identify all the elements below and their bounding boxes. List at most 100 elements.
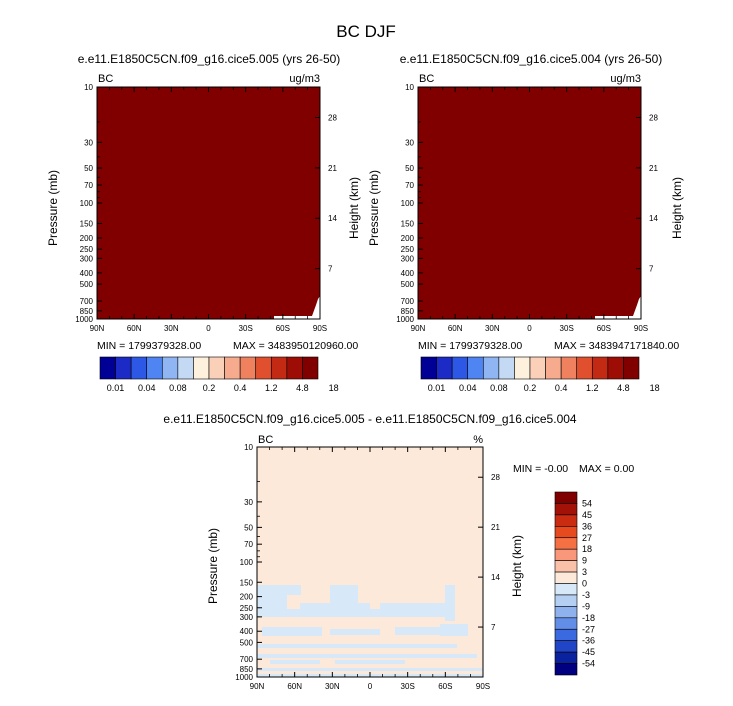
colorbar-label: 4.8 — [296, 383, 309, 393]
y-tick-label: 50 — [244, 523, 253, 532]
y-tick-label: 100 — [401, 199, 415, 208]
colorbar-label: 0 — [582, 579, 587, 589]
colorbar-label: 1.2 — [265, 383, 278, 393]
colorbar-swatch — [270, 356, 288, 380]
bc-field-plot — [418, 87, 641, 319]
right-tick-label: 28 — [649, 113, 658, 122]
max-label: MAX = 3483950120960.00 — [233, 340, 358, 352]
y-tick-label: 1000 — [396, 315, 414, 324]
colorbar-swatch — [286, 356, 303, 380]
y-tick-label: 850 — [401, 307, 415, 316]
colorbar-swatch — [554, 503, 578, 516]
min-label: MIN = 1799379328.00 — [97, 340, 201, 352]
x-tick-label: 90N — [250, 682, 265, 691]
colorbar-swatch — [554, 571, 578, 584]
colorbar-swatch — [554, 537, 578, 550]
right-axis-title: Height (km) — [670, 177, 684, 239]
x-tick-label: 30S — [239, 324, 253, 333]
y-axis-title: Pressure (mb) — [206, 528, 220, 604]
colorbar-swatch — [436, 356, 453, 380]
colorbar-swatch — [482, 356, 500, 380]
colorbar-label: 0.01 — [107, 383, 125, 393]
figure-title: BC DJF — [336, 22, 396, 41]
right-tick-label: 7 — [491, 623, 496, 632]
colorbar-label: -36 — [582, 636, 595, 646]
x-tick-label: 90S — [313, 324, 327, 333]
y-tick-label: 200 — [80, 234, 94, 243]
colorbar-swatch — [451, 356, 469, 380]
colorbar-swatch — [161, 356, 179, 380]
y-axis-title: Pressure (mb) — [367, 170, 381, 246]
colorbar-swatch — [115, 356, 132, 380]
colorbar-swatch — [554, 640, 578, 653]
y-tick-label: 200 — [240, 593, 254, 602]
surface-mask — [274, 296, 320, 319]
panel-title: e.e11.E1850C5CN.f09_g16.cice5.005 (yrs 2… — [78, 52, 341, 66]
colorbar-label: 18 — [329, 383, 339, 393]
y-tick-label: 30 — [84, 138, 93, 147]
variable-label: BC — [258, 434, 273, 446]
bc-field-plot — [97, 87, 320, 319]
y-tick-label: 400 — [240, 627, 254, 636]
min-label: MIN = -0.00 — [513, 463, 568, 475]
colorbar-swatch — [554, 651, 578, 664]
y-tick-label: 70 — [405, 181, 414, 190]
panel-title: e.e11.E1850C5CN.f09_g16.cice5.004 (yrs 2… — [400, 52, 663, 66]
y-tick-label: 10 — [244, 443, 253, 452]
y-tick-label: 150 — [80, 219, 94, 228]
y-tick-label: 70 — [244, 540, 253, 549]
x-tick-label: 90S — [634, 324, 648, 333]
y-tick-label: 400 — [80, 269, 94, 278]
panel-model-004: e.e11.E1850C5CN.f09_g16.cice5.004 (yrs 2… — [367, 52, 684, 393]
colorbar-label: 0.4 — [234, 383, 247, 393]
right-tick-label: 14 — [649, 214, 658, 223]
colorbar-swatch — [99, 356, 116, 380]
colorbar-label: 0.08 — [490, 383, 508, 393]
colorbar-label: 18 — [650, 383, 660, 393]
right-tick-label: 14 — [328, 214, 337, 223]
y-tick-label: 300 — [80, 254, 94, 263]
y-tick-label: 30 — [405, 138, 414, 147]
colorbar-label: 0.2 — [524, 383, 537, 393]
x-tick-label: 60N — [448, 324, 463, 333]
x-tick-label: 30N — [485, 324, 500, 333]
colorbar-swatch — [529, 356, 546, 380]
x-tick-label: 90N — [411, 324, 426, 333]
y-tick-label: 1000 — [75, 315, 93, 324]
colorbar-swatch — [545, 356, 562, 380]
x-tick-label: 60S — [597, 324, 611, 333]
colorbar-label: 0.2 — [203, 383, 216, 393]
min-label: MIN = 1799379328.00 — [418, 340, 522, 352]
right-axis-title: Height (km) — [510, 535, 524, 597]
x-tick-label: 60N — [287, 682, 302, 691]
colorbar-swatch — [554, 491, 578, 504]
variable-label: BC — [419, 73, 434, 85]
max-label: MAX = 3483947171840.00 — [554, 340, 679, 352]
colorbar-label: 0.04 — [138, 383, 156, 393]
colorbar-label: 1.2 — [586, 383, 599, 393]
max-label: MAX = 0.00 — [579, 463, 634, 475]
colorbar-swatch — [554, 548, 578, 561]
colorbar-swatch — [302, 356, 319, 380]
y-tick-label: 850 — [80, 307, 94, 316]
colorbar-swatch — [467, 356, 484, 380]
y-tick-label: 50 — [84, 164, 93, 173]
colorbar-swatch — [208, 356, 225, 380]
y-tick-label: 700 — [240, 655, 254, 664]
x-tick-label: 30N — [325, 682, 340, 691]
colorbar-swatch — [146, 356, 163, 380]
y-tick-label: 150 — [240, 578, 254, 587]
colorbar: 0.01 0.04 0.08 0.2 0.4 1.2 4.8 18 — [420, 356, 660, 393]
colorbar-swatch — [554, 594, 578, 607]
colorbar-swatch — [554, 663, 578, 676]
y-tick-label: 700 — [80, 297, 94, 306]
y-tick-label: 300 — [401, 254, 415, 263]
colorbar-swatch — [607, 356, 624, 380]
colorbar-swatch — [560, 356, 578, 380]
colorbar-label: -18 — [582, 613, 595, 623]
x-tick-label: 90S — [476, 682, 490, 691]
colorbar-label: 0.4 — [555, 383, 568, 393]
x-tick-label: 30S — [560, 324, 574, 333]
